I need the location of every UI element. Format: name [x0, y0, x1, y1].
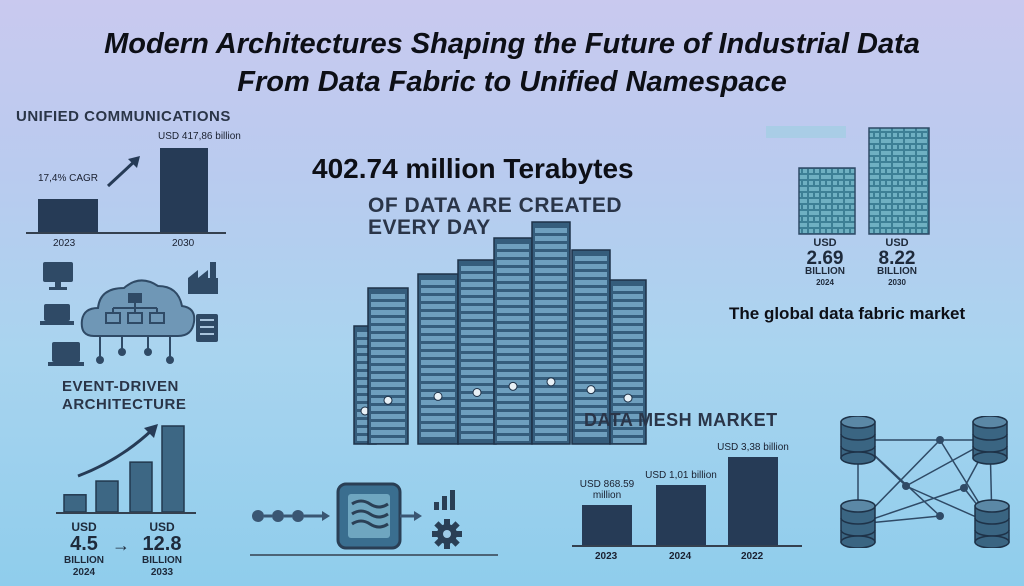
- growth-right-unit: BILLION: [142, 555, 182, 566]
- event-driven-line-2: ARCHITECTURE: [62, 396, 187, 413]
- server-stack-icon: [353, 221, 647, 445]
- data-fabric-caption: The global data fabric market: [729, 304, 966, 323]
- growth-right-usd: USD: [149, 520, 175, 534]
- database-network: [840, 416, 1010, 548]
- data-mesh-heading: DATA MESH MARKET: [584, 410, 778, 430]
- mesh-bar-2022: [728, 457, 778, 545]
- growth-left-unit: BILLION: [64, 555, 104, 566]
- fabric-right-usd: USD: [885, 237, 909, 249]
- pipeline-diagram: [250, 482, 498, 556]
- mesh-bar-2024: [656, 485, 706, 545]
- database-icon: [972, 416, 1008, 465]
- server-tower: [571, 249, 611, 445]
- growth-right-year: 2033: [150, 567, 174, 578]
- factory-icon: [188, 262, 218, 294]
- uc-year-2023: 2023: [53, 238, 76, 249]
- fabric-left-unit: BILLION: [805, 266, 845, 277]
- pipeline-icon: [252, 482, 422, 550]
- cloud-network-icon: [80, 279, 196, 364]
- monitor-icon: [43, 262, 73, 290]
- uc-year-2030: 2030: [172, 238, 195, 249]
- data-sub-line-2: EVERY DAY: [368, 216, 491, 239]
- growth-bar: [129, 461, 153, 513]
- fabric-block-2030: [868, 127, 930, 235]
- data-fabric-blocks: [798, 127, 930, 235]
- growth-chart: [63, 424, 185, 513]
- gear-icon: [432, 519, 462, 549]
- mesh-axis: [572, 545, 802, 547]
- server-tower: [367, 287, 409, 445]
- fabric-left-usd: USD: [813, 237, 837, 249]
- server-tower: [417, 273, 459, 445]
- growth-left-value: 4.5: [70, 533, 98, 555]
- fabric-left-value: 2.69: [806, 248, 844, 269]
- mesh-year-label: 2023: [595, 551, 618, 562]
- fabric-right-value: 8.22: [878, 248, 916, 269]
- mesh-bar-label: USD 868.59 million: [579, 478, 635, 501]
- mesh-bar-label: USD 1,01 billion: [645, 470, 717, 482]
- server-icon: [196, 314, 218, 342]
- data-sub-line-1: OF DATA ARE CREATED: [368, 194, 623, 217]
- laptop-icon: [40, 304, 74, 325]
- mesh-bar-2023: [582, 504, 632, 545]
- decorative-strip: [766, 126, 846, 138]
- data-mesh-chart: USD 868.59 million 2023 USD 1,01 billion 202…: [572, 430, 812, 586]
- mesh-bar-label: USD 3,38 billion: [717, 442, 789, 453]
- fabric-right-year: 2030: [888, 278, 906, 287]
- fabric-block-2024: [798, 167, 856, 235]
- growth-left-year: 2024: [72, 567, 96, 578]
- growth-bar: [161, 425, 185, 513]
- fabric-right-unit: BILLION: [877, 266, 917, 277]
- growth-bar: [95, 480, 119, 513]
- event-driven-diagram: [40, 262, 218, 366]
- database-icon: [840, 416, 876, 465]
- uc-axis: [26, 232, 226, 234]
- server-tower: [457, 259, 497, 445]
- growth-arrow: →: [112, 535, 130, 555]
- arrow-head-icon: [144, 424, 158, 438]
- uc-value-2030: USD 417,86 billion: [158, 131, 241, 142]
- growth-arrow-icon: [106, 156, 140, 188]
- growth-axis: [56, 512, 196, 514]
- growth-left-usd: USD: [71, 520, 97, 534]
- server-tower: [609, 279, 647, 445]
- unified-communications-heading: UNIFIED COMMUNICATIONS: [16, 108, 231, 125]
- growth-right-value: 12.8: [142, 533, 182, 555]
- fabric-left-year: 2024: [816, 278, 834, 287]
- bar-chart-icon: [434, 490, 455, 510]
- data-headline: 402.74 million Terabytes: [312, 153, 634, 184]
- server-tower: [493, 237, 533, 445]
- uc-cagr: 17,4% CAGR: [38, 173, 99, 184]
- uc-bar-2030: [160, 148, 208, 232]
- title-line-2: From Data Fabric to Unified Namespace: [237, 66, 787, 98]
- event-driven-line-1: EVENT-DRIVEN: [62, 378, 179, 395]
- growth-bar: [63, 494, 87, 513]
- mesh-year-label: 2024: [669, 551, 692, 562]
- laptop-icon: [48, 342, 84, 366]
- mesh-year-label: 2022: [741, 551, 764, 562]
- database-icon: [974, 499, 1010, 548]
- server-tower: [531, 221, 571, 445]
- title-line-1: Modern Architectures Shaping the Future …: [104, 28, 920, 60]
- database-icon: [840, 499, 876, 548]
- uc-bar-2023: [38, 199, 98, 232]
